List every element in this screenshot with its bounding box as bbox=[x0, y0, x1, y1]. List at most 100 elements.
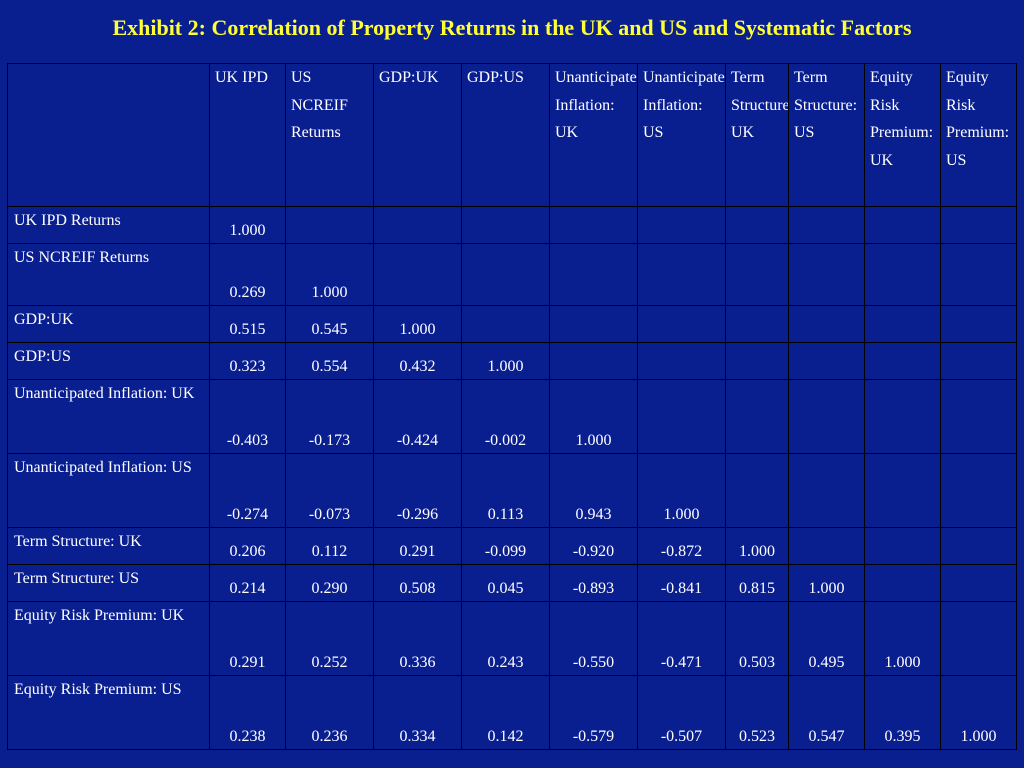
table-row: Term Structure: US 0.214 0.290 0.508 0.045 -0… bbox=[7, 564, 1017, 602]
correlation-cell bbox=[864, 305, 941, 343]
correlation-cell bbox=[864, 527, 941, 565]
correlation-cell: -0.872 bbox=[637, 527, 726, 565]
correlation-cell: -0.893 bbox=[549, 564, 638, 602]
correlation-cell: 0.238 bbox=[209, 675, 286, 750]
correlation-cell bbox=[549, 206, 638, 244]
correlation-cell: -0.507 bbox=[637, 675, 726, 750]
column-header: Equity Risk Premium: US bbox=[940, 63, 1017, 207]
correlation-cell: 0.323 bbox=[209, 342, 286, 380]
correlation-cell: 0.269 bbox=[209, 243, 286, 306]
correlation-cell bbox=[864, 564, 941, 602]
correlation-cell bbox=[725, 379, 789, 454]
column-header: US NCREIF Returns bbox=[285, 63, 374, 207]
correlation-cell bbox=[940, 243, 1017, 306]
correlation-cell bbox=[725, 342, 789, 380]
correlation-cell: 0.290 bbox=[285, 564, 374, 602]
correlation-cell bbox=[940, 379, 1017, 454]
table-row: Equity Risk Premium: US 0.238 0.236 0.334 0.… bbox=[7, 675, 1017, 750]
column-header: Term Structure: UK bbox=[725, 63, 789, 207]
correlation-cell bbox=[637, 342, 726, 380]
column-header: Unanticipated Inflation: UK bbox=[549, 63, 638, 207]
correlation-cell: 0.291 bbox=[209, 601, 286, 676]
correlation-cell: 0.545 bbox=[285, 305, 374, 343]
corner-cell bbox=[7, 63, 210, 207]
row-label: Equity Risk Premium: UK bbox=[7, 601, 210, 676]
correlation-cell: 1.000 bbox=[940, 675, 1017, 750]
table-row: GDP:US 0.323 0.554 0.432 1.000 bbox=[7, 342, 1017, 380]
correlation-cell: 0.291 bbox=[373, 527, 462, 565]
correlation-cell bbox=[549, 305, 638, 343]
correlation-cell bbox=[549, 243, 638, 306]
table-row: GDP:UK 0.515 0.545 1.000 bbox=[7, 305, 1017, 343]
correlation-cell: -0.550 bbox=[549, 601, 638, 676]
correlation-cell: 0.045 bbox=[461, 564, 550, 602]
table-row: Unanticipated Inflation: US -0.274 -0.073-… bbox=[7, 453, 1017, 528]
column-header: Unanticipated Inflation: US bbox=[637, 63, 726, 207]
correlation-cell: 1.000 bbox=[373, 305, 462, 343]
correlation-cell: 0.334 bbox=[373, 675, 462, 750]
row-label: Equity Risk Premium: US bbox=[7, 675, 210, 750]
table-row: US NCREIF Returns 0.269 1.000 bbox=[7, 243, 1017, 306]
row-label: Term Structure: UK bbox=[7, 527, 210, 565]
correlation-cell bbox=[373, 206, 462, 244]
table-row: Equity Risk Premium: UK 0.291 0.252 0.336 0.… bbox=[7, 601, 1017, 676]
correlation-cell: -0.099 bbox=[461, 527, 550, 565]
correlation-cell bbox=[373, 243, 462, 306]
correlation-cell: -0.002 bbox=[461, 379, 550, 454]
correlation-cell: 0.503 bbox=[725, 601, 789, 676]
correlation-cell bbox=[637, 243, 726, 306]
correlation-cell bbox=[864, 379, 941, 454]
correlation-cell: 0.336 bbox=[373, 601, 462, 676]
correlation-cell: 0.206 bbox=[209, 527, 286, 565]
correlation-cell: 0.815 bbox=[725, 564, 789, 602]
correlation-cell: 1.000 bbox=[725, 527, 789, 565]
correlation-cell: 0.113 bbox=[461, 453, 550, 528]
correlation-cell: 0.554 bbox=[285, 342, 374, 380]
correlation-cell: -0.073 bbox=[285, 453, 374, 528]
correlation-cell bbox=[637, 379, 726, 454]
correlation-cell bbox=[940, 527, 1017, 565]
correlation-cell: 1.000 bbox=[864, 601, 941, 676]
correlation-cell: 0.252 bbox=[285, 601, 374, 676]
correlation-cell bbox=[940, 564, 1017, 602]
correlation-cell bbox=[788, 453, 865, 528]
row-label: GDP:UK bbox=[7, 305, 210, 343]
correlation-cell bbox=[788, 342, 865, 380]
correlation-cell: 0.112 bbox=[285, 527, 374, 565]
correlation-cell bbox=[864, 453, 941, 528]
correlation-cell: 0.523 bbox=[725, 675, 789, 750]
correlation-cell: -0.296 bbox=[373, 453, 462, 528]
correlation-cell: 1.000 bbox=[461, 342, 550, 380]
correlation-cell: 0.395 bbox=[864, 675, 941, 750]
correlation-cell bbox=[864, 342, 941, 380]
column-header: Equity Risk Premium: UK bbox=[864, 63, 941, 207]
correlation-cell bbox=[788, 206, 865, 244]
correlation-cell bbox=[461, 206, 550, 244]
row-label: Unanticipated Inflation: UK bbox=[7, 379, 210, 454]
header-row: UK IPD US NCREIF Returns GDP:UK GDP:US U… bbox=[7, 63, 1017, 207]
correlation-cell bbox=[788, 243, 865, 306]
correlation-table: UK IPD US NCREIF Returns GDP:UK GDP:US U… bbox=[7, 63, 1017, 750]
correlation-cell: 0.508 bbox=[373, 564, 462, 602]
correlation-cell bbox=[864, 243, 941, 306]
correlation-cell: -0.173 bbox=[285, 379, 374, 454]
row-label: GDP:US bbox=[7, 342, 210, 380]
correlation-cell bbox=[637, 305, 726, 343]
correlation-cell bbox=[725, 206, 789, 244]
correlation-cell: 0.142 bbox=[461, 675, 550, 750]
correlation-cell: 0.547 bbox=[788, 675, 865, 750]
page-title: Exhibit 2: Correlation of Property Retur… bbox=[112, 15, 912, 40]
correlation-cell: -0.579 bbox=[549, 675, 638, 750]
correlation-cell: 1.000 bbox=[788, 564, 865, 602]
correlation-cell bbox=[940, 342, 1017, 380]
correlation-cell bbox=[788, 379, 865, 454]
correlation-cell: -0.920 bbox=[549, 527, 638, 565]
correlation-cell: 0.236 bbox=[285, 675, 374, 750]
correlation-cell bbox=[940, 206, 1017, 244]
correlation-cell bbox=[788, 527, 865, 565]
correlation-cell bbox=[637, 206, 726, 244]
correlation-cell: -0.274 bbox=[209, 453, 286, 528]
column-header: GDP:UK bbox=[373, 63, 462, 207]
column-header: Term Structure: US bbox=[788, 63, 865, 207]
correlation-cell bbox=[788, 305, 865, 343]
